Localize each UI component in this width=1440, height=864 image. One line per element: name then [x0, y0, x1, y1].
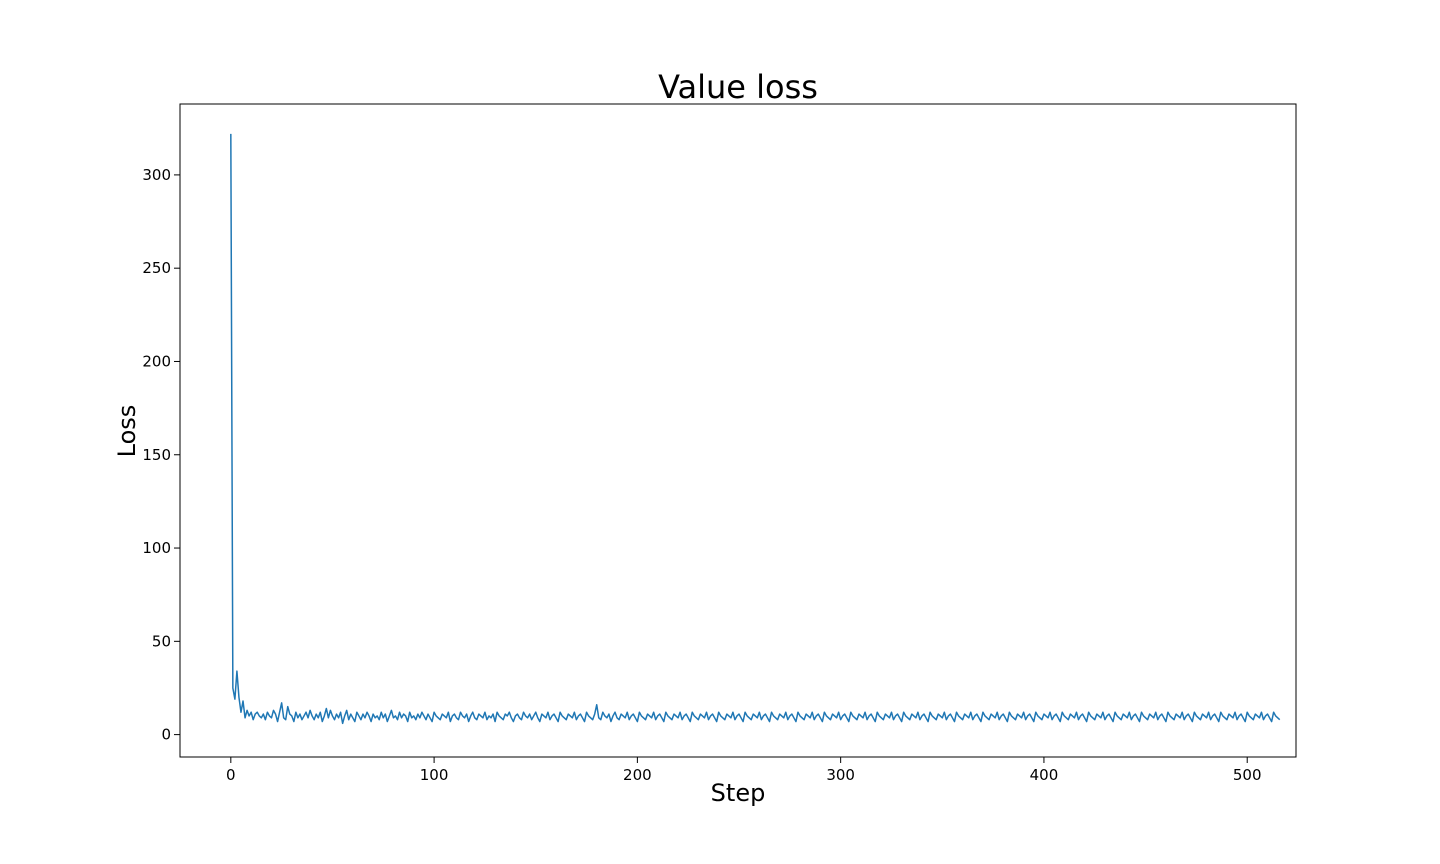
x-tick-label: 500 — [1233, 766, 1262, 784]
x-axis-label: Step — [711, 779, 766, 807]
x-tick-label: 200 — [623, 766, 652, 784]
x-tick-label: 100 — [420, 766, 449, 784]
chart-title: Value loss — [658, 68, 818, 106]
y-tick-label: 100 — [142, 539, 171, 557]
series-line-value-loss — [230, 133, 1281, 725]
y-axis: 0 50 100 150 200 250 300 — [142, 166, 180, 744]
x-axis: 0 100 200 300 400 500 — [226, 757, 1262, 784]
y-tick-label: 150 — [142, 446, 171, 464]
x-tick-label: 300 — [826, 766, 855, 784]
y-axis-label: Loss — [113, 405, 141, 458]
y-tick-label: 200 — [142, 352, 171, 370]
y-tick-label: 50 — [152, 632, 171, 650]
x-tick-label: 400 — [1030, 766, 1059, 784]
x-tick-label: 0 — [226, 766, 236, 784]
plot-frame — [179, 103, 1297, 758]
y-tick-label: 0 — [161, 726, 171, 744]
y-tick-label: 250 — [142, 259, 171, 277]
y-tick-label: 300 — [142, 166, 171, 184]
series-layer — [230, 133, 1281, 725]
